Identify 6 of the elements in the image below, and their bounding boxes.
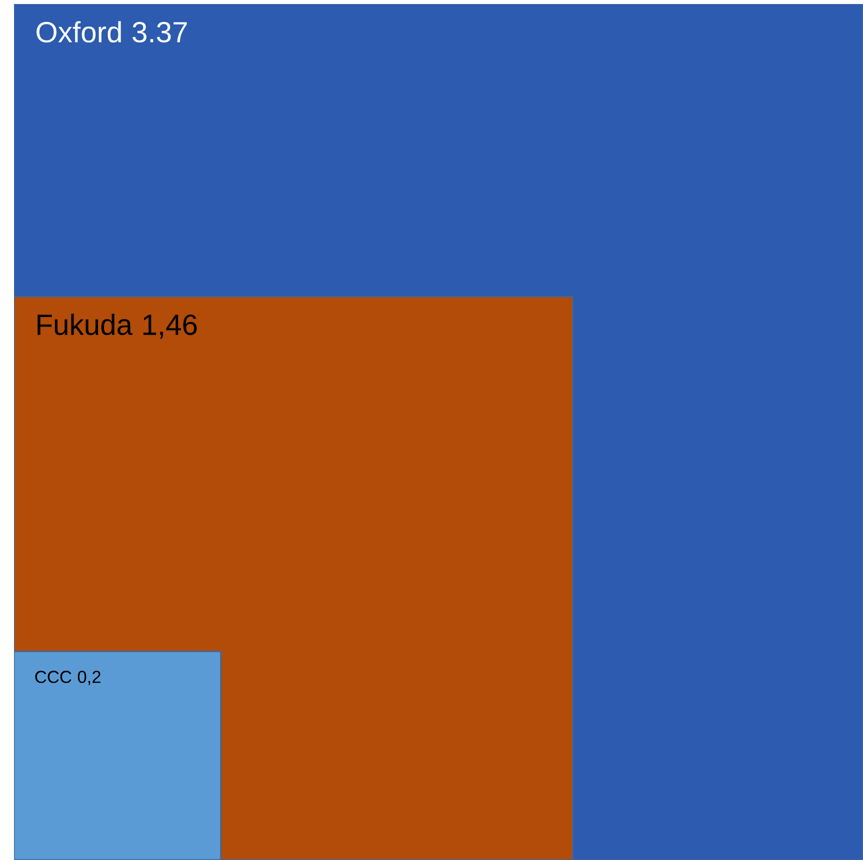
category-label: CCC (35, 670, 72, 684)
category-label: Fukuda (38, 314, 133, 336)
data-label: 1,46 (143, 314, 197, 339)
data-label: 0,2 (78, 670, 100, 686)
category-label: Oxford (36, 21, 121, 43)
data-label: 3.37 (132, 22, 187, 43)
